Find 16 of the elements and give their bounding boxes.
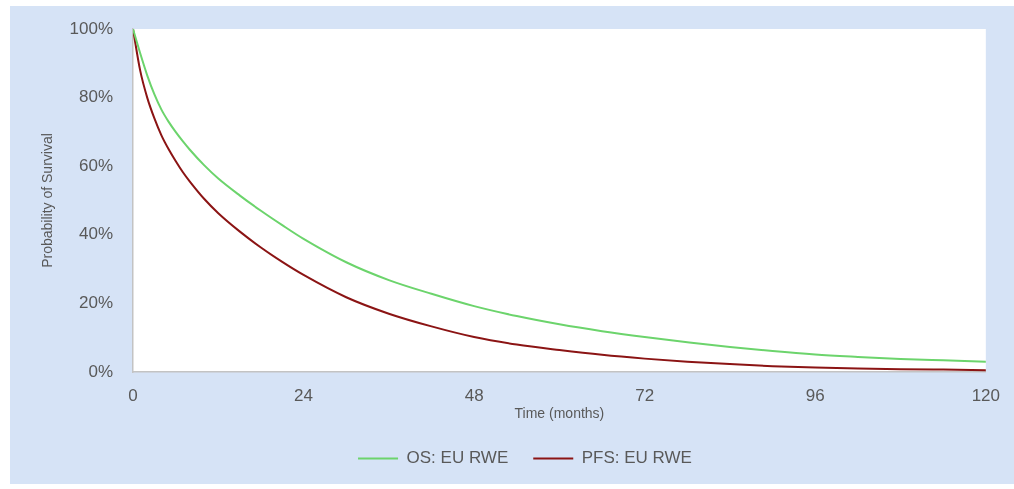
x-tick-label: 120 bbox=[971, 385, 1001, 405]
y-tick-label: 60% bbox=[78, 155, 113, 175]
y-tick-label: 40% bbox=[78, 224, 113, 244]
legend-label: OS: EU RWE bbox=[406, 448, 509, 468]
y-tick-label: 0% bbox=[88, 361, 113, 381]
x-axis-title: Time (months) bbox=[514, 405, 605, 422]
y-tick-label: 80% bbox=[78, 87, 113, 107]
x-tick-label: 72 bbox=[635, 385, 655, 405]
y-tick-label: 20% bbox=[78, 293, 113, 313]
legend-label: PFS: EU RWE bbox=[581, 448, 692, 468]
y-axis-title: Probability of Survival bbox=[39, 133, 56, 268]
x-tick-label: 0 bbox=[128, 385, 138, 405]
x-tick-label: 96 bbox=[805, 385, 825, 405]
x-tick-label: 48 bbox=[464, 385, 484, 405]
x-tick-label: 24 bbox=[294, 385, 314, 405]
y-tick-label: 100% bbox=[69, 18, 113, 38]
